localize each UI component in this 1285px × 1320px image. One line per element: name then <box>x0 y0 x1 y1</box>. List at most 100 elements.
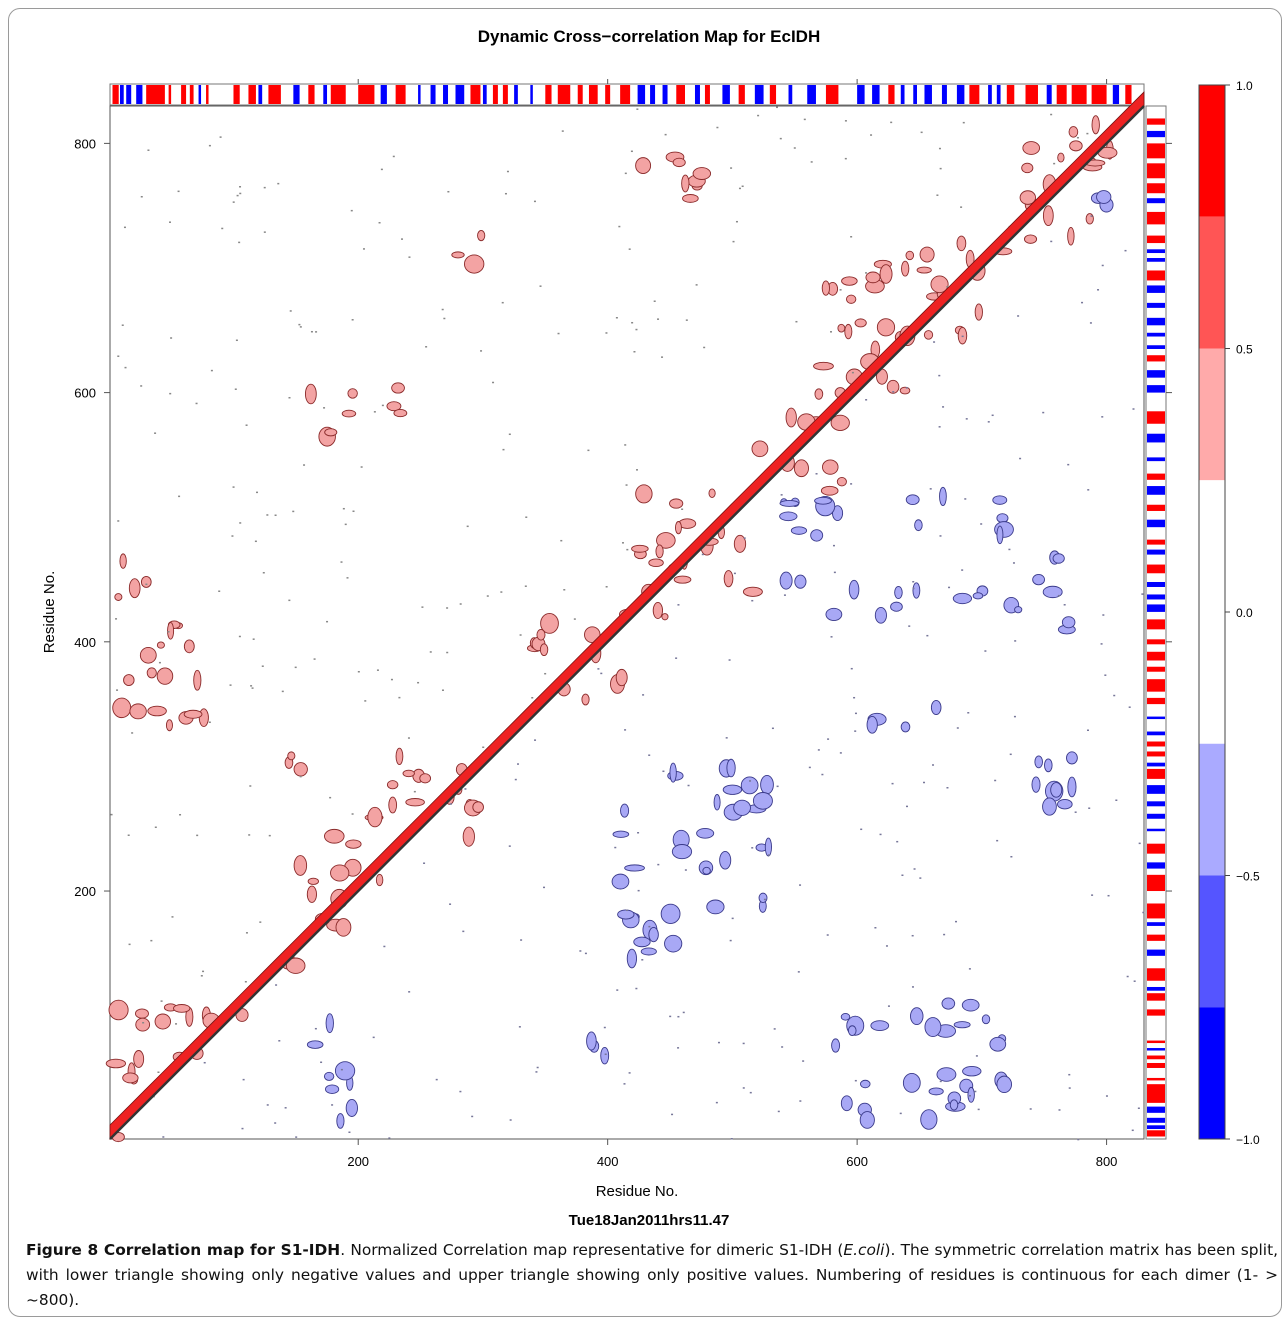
speckle-point <box>735 220 738 223</box>
speckle-point <box>362 248 365 250</box>
right-strip-block <box>1147 285 1165 293</box>
positive-region <box>836 476 847 487</box>
speckle-point <box>480 350 483 352</box>
speckle-point <box>288 396 291 399</box>
speckle-point <box>1087 489 1090 491</box>
speckle-point <box>1012 562 1015 564</box>
speckle-point <box>1057 594 1060 597</box>
top-strip-block <box>1025 85 1038 104</box>
speckle-point <box>1019 457 1022 460</box>
top-strip-block <box>620 85 631 104</box>
speckle-point <box>441 308 444 311</box>
negative-region <box>930 700 942 715</box>
speckle-point <box>1141 593 1144 595</box>
speckle-point <box>732 240 735 243</box>
top-strip-block <box>825 85 839 104</box>
colorbar-tick-label: −0.5 <box>1236 870 1260 884</box>
positive-region <box>386 780 399 790</box>
caption-label: Figure 8 Correlation map for S1-IDH <box>26 1241 341 1259</box>
positive-region <box>304 383 317 405</box>
speckle-point <box>946 787 949 789</box>
speckle-point <box>605 332 608 334</box>
right-strip-block <box>1147 934 1165 941</box>
speckle-point <box>587 449 590 452</box>
top-strip-block <box>248 85 256 104</box>
speckle-point <box>514 778 517 781</box>
negative-region <box>617 909 635 920</box>
speckle-point <box>248 834 251 836</box>
speckle-point <box>965 418 968 420</box>
speckle-point <box>1090 215 1093 217</box>
speckle-point <box>780 494 783 496</box>
negative-region <box>671 844 693 860</box>
negative-region <box>961 998 980 1012</box>
top-strip-block <box>996 85 1001 104</box>
speckle-point <box>560 539 563 542</box>
speckle-point <box>195 402 198 405</box>
negative-region <box>345 1099 358 1117</box>
speckle-point <box>984 650 987 652</box>
right-strip-block <box>1147 302 1165 308</box>
speckle-point <box>179 813 182 816</box>
speckle-point <box>749 1091 752 1094</box>
positive-region <box>123 674 135 687</box>
right-strip-block <box>1147 130 1165 138</box>
speckle-point <box>642 694 645 696</box>
speckle-point <box>1124 249 1127 252</box>
negative-region <box>323 1071 335 1081</box>
positive-region <box>844 323 853 340</box>
positive-region <box>742 586 763 597</box>
top-strip-block <box>293 85 300 104</box>
speckle-point <box>830 636 833 638</box>
top-strip-block <box>168 85 172 104</box>
speckle-point <box>751 847 754 849</box>
speckle-point <box>865 272 868 274</box>
right-strip-block <box>1147 666 1165 672</box>
right-strip-block <box>1147 813 1165 819</box>
right-strip-block <box>1147 411 1165 424</box>
speckle-point <box>879 833 882 836</box>
speckle-point <box>887 1005 890 1007</box>
speckle-point <box>167 631 170 633</box>
top-strip-block <box>738 85 745 104</box>
speckle-point <box>158 661 161 664</box>
speckle-point <box>616 989 619 991</box>
top-strip-block <box>988 85 992 104</box>
speckle-point <box>795 320 798 323</box>
top-strip-block <box>482 85 487 104</box>
right-strip-block <box>1147 801 1165 807</box>
speckle-point <box>292 510 295 513</box>
speckle-point <box>315 331 318 333</box>
speckle-point <box>175 1023 178 1025</box>
speckle-point <box>1101 264 1104 267</box>
right-strip-block <box>1147 768 1165 779</box>
speckle-point <box>967 712 970 714</box>
speckle-point <box>1128 706 1131 708</box>
positive-region <box>122 1072 139 1084</box>
positive-region <box>919 246 935 263</box>
negative-region <box>962 1066 982 1077</box>
speckle-point <box>939 1080 942 1083</box>
positive-region <box>156 641 165 649</box>
speckle-point <box>730 1138 733 1140</box>
top-strip-block <box>189 85 194 104</box>
x-tick-label: 200 <box>347 1154 369 1169</box>
positive-region <box>974 303 983 321</box>
speckle-point <box>178 495 181 498</box>
speckle-point <box>508 433 511 436</box>
speckle-point <box>239 186 242 188</box>
speckle-point <box>1068 1073 1071 1076</box>
speckle-point <box>421 606 424 608</box>
negative-region <box>790 526 808 535</box>
speckle-point <box>160 1000 163 1002</box>
top-strip-block <box>380 85 387 104</box>
speckle-point <box>140 385 143 387</box>
speckle-point <box>252 638 255 640</box>
speckle-point <box>912 581 915 583</box>
y-tick-label: 400 <box>74 635 96 650</box>
positive-region <box>905 250 915 261</box>
y-tick-label: 200 <box>74 884 96 899</box>
negative-region <box>928 1087 944 1096</box>
speckle-point <box>381 404 384 407</box>
negative-region <box>669 762 677 783</box>
